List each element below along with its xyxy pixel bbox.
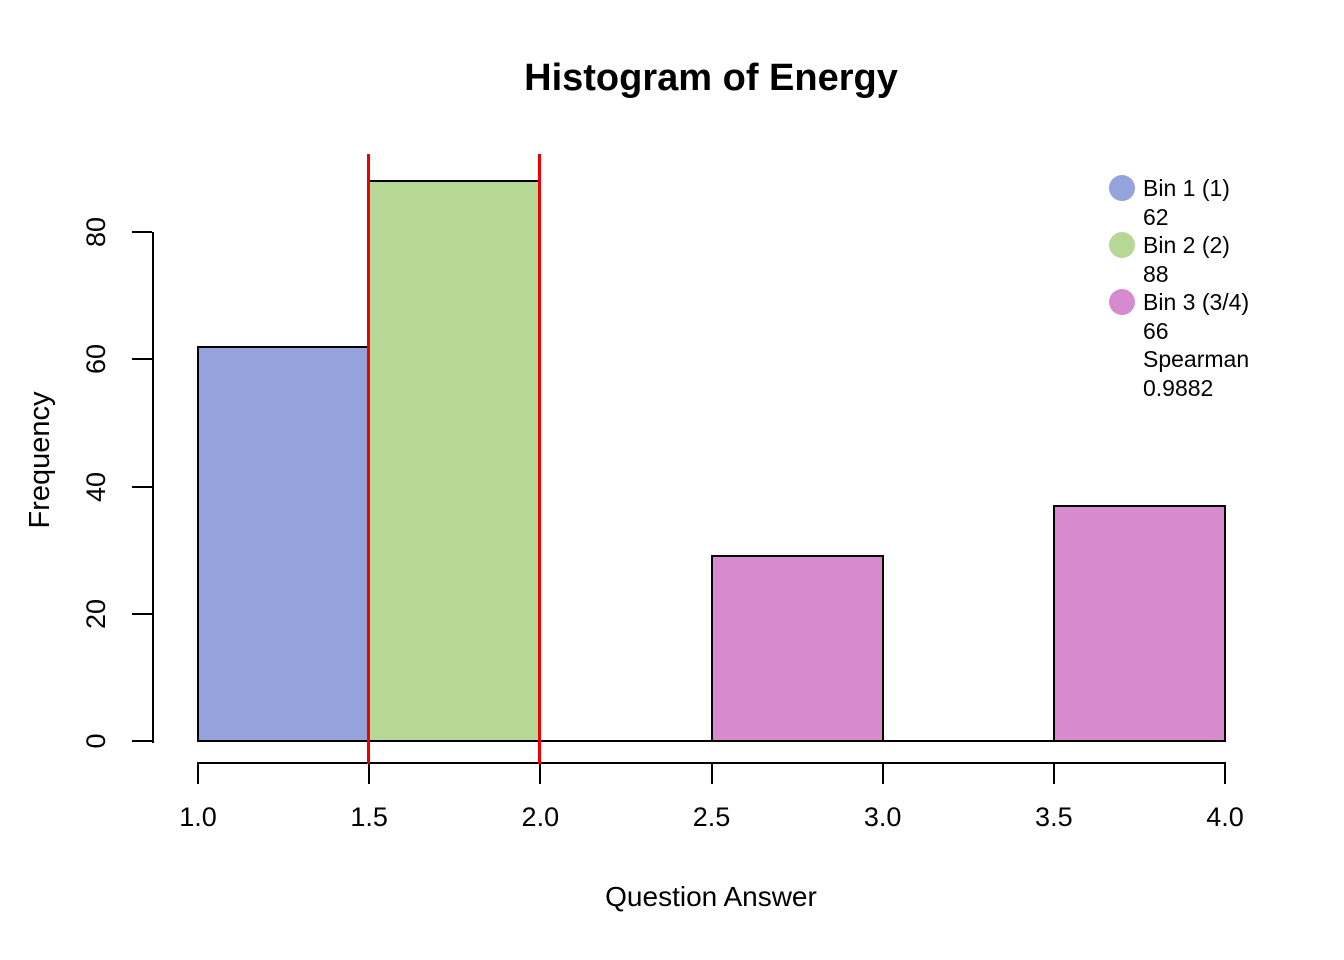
y-tick-label: 0 <box>81 733 111 749</box>
reference-line <box>538 154 542 764</box>
legend-entry-lines: Bin 1 (1) 62 <box>1143 174 1230 231</box>
y-axis-line <box>152 232 154 743</box>
y-tick-label: 20 <box>81 598 111 629</box>
y-axis-tick <box>132 231 152 233</box>
x-tick-label: 3.0 <box>863 802 902 832</box>
histogram-bar <box>368 180 542 742</box>
legend-line: Bin 1 (1) <box>1143 175 1230 201</box>
x-axis-tick <box>881 764 884 784</box>
x-axis-tick <box>710 764 713 784</box>
x-axis-tick <box>368 764 371 784</box>
x-axis-tick <box>539 764 542 784</box>
histogram-bar <box>1052 504 1226 742</box>
y-axis-tick <box>132 358 152 361</box>
legend: Bin 1 (1) 62 Bin 2 (2) 88 Bin 3 (3/4) 66 Spear… <box>1109 174 1249 402</box>
legend-line: Bin 3 (3/4) <box>1143 289 1250 315</box>
x-tick-label: 4.0 <box>1206 802 1244 832</box>
legend-swatch-circle-icon <box>1109 289 1135 315</box>
x-tick-label: 3.5 <box>1035 802 1073 832</box>
y-axis-tick <box>132 485 152 488</box>
legend-line: 88 <box>1143 260 1169 287</box>
y-axis-tick <box>132 612 152 615</box>
legend-entry-lines: Bin 2 (2) 88 <box>1143 231 1230 288</box>
legend-line: 62 <box>1143 203 1169 230</box>
chart-title: Histogram of Energy <box>524 57 898 99</box>
legend-entry: Bin 2 (2) 88 <box>1109 231 1249 288</box>
x-tick-label: 2.5 <box>692 802 731 832</box>
reference-line <box>367 154 371 764</box>
x-axis-tick <box>1052 764 1055 784</box>
x-axis-tick <box>197 764 199 784</box>
x-axis-title: Question Answer <box>605 881 817 912</box>
legend-entry: Bin 3 (3/4) 66 Spearman 0.9882 <box>1109 288 1249 402</box>
x-tick-label: 1.5 <box>350 802 388 832</box>
legend-swatch-circle-icon <box>1109 232 1135 258</box>
legend-line: 66 <box>1143 317 1169 344</box>
y-tick-label: 60 <box>81 344 111 375</box>
y-tick-label: 40 <box>81 471 111 502</box>
x-axis-tick <box>1224 764 1226 784</box>
legend-line: 0.9882 <box>1143 374 1214 401</box>
y-axis-tick <box>132 740 152 742</box>
x-tick-label: 1.0 <box>179 802 217 832</box>
x-tick-label: 2.0 <box>521 802 560 832</box>
y-axis-title: Frequency <box>24 391 56 529</box>
legend-line: Bin 2 (2) <box>1143 232 1230 258</box>
histogram-bar <box>197 345 371 742</box>
x-axis-line <box>197 762 1226 764</box>
legend-swatch-circle-icon <box>1109 175 1135 201</box>
y-tick-label: 80 <box>81 216 111 248</box>
legend-line: Spearman <box>1143 346 1250 372</box>
legend-entry: Bin 1 (1) 62 <box>1109 174 1249 231</box>
legend-entry-lines: Bin 3 (3/4) 66 Spearman 0.9882 <box>1143 288 1249 402</box>
histogram-bar <box>710 555 884 742</box>
